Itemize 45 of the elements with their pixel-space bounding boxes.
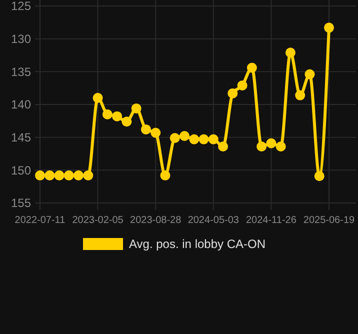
x-tick-label: 2023-08-28	[130, 215, 182, 226]
point	[276, 142, 286, 152]
x-tick-label: 2023-02-05	[72, 215, 124, 226]
point	[83, 170, 94, 180]
point	[266, 138, 276, 148]
x-tick-label: 2022-07-11	[14, 215, 66, 226]
point	[256, 142, 267, 152]
y-tick-label: 125	[10, 0, 32, 14]
y-tick-label: 145	[10, 130, 32, 145]
point	[54, 170, 64, 180]
point	[122, 116, 132, 127]
legend-label: Avg. pos. in lobby CA-ON	[129, 237, 266, 252]
point	[180, 131, 190, 142]
point	[102, 109, 112, 120]
point	[198, 134, 209, 144]
point	[246, 62, 257, 73]
y-tick-label: 140	[10, 98, 32, 112]
point	[131, 103, 142, 114]
y-tick-label: 135	[10, 64, 32, 79]
point	[285, 48, 296, 58]
point	[304, 69, 315, 80]
point	[44, 170, 55, 180]
point	[324, 22, 334, 33]
x-tick-label: 2024-11-26	[246, 215, 297, 226]
y-tick-label: 130	[10, 32, 32, 46]
x-tick-label: 2024-05-03	[188, 215, 240, 226]
point	[189, 134, 200, 144]
point	[150, 128, 161, 138]
point	[208, 134, 218, 144]
point	[112, 111, 122, 122]
point	[228, 88, 238, 98]
point	[140, 124, 151, 134]
x-tick-label: 2025-06-19	[303, 215, 356, 226]
y-tick-label: 150	[10, 163, 32, 178]
point	[218, 142, 228, 152]
point	[74, 170, 84, 180]
point	[237, 80, 248, 90]
point	[35, 170, 45, 180]
point	[160, 170, 170, 180]
y-tick-label: 155	[10, 196, 32, 210]
point	[170, 132, 180, 143]
point	[314, 171, 324, 182]
point	[295, 90, 306, 100]
point	[92, 92, 103, 103]
point	[64, 170, 74, 180]
